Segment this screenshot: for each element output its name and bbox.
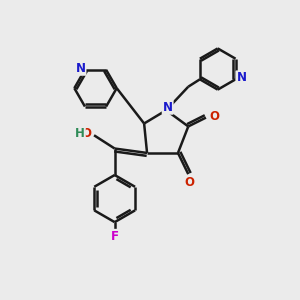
Text: N: N xyxy=(76,62,85,75)
Text: N: N xyxy=(236,71,247,84)
Text: O: O xyxy=(209,110,219,123)
Text: N: N xyxy=(163,101,173,114)
Text: F: F xyxy=(111,230,119,243)
Text: H: H xyxy=(75,127,85,140)
Text: O: O xyxy=(81,127,91,140)
Text: O: O xyxy=(185,176,195,189)
